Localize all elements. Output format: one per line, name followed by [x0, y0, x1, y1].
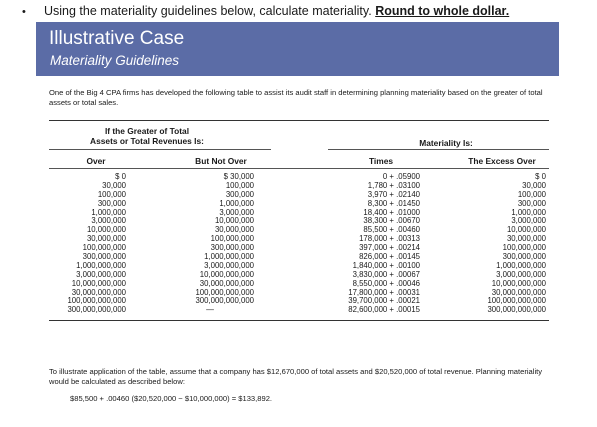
cell-excess-over: 300,000,000,000: [487, 305, 546, 315]
cell-but-not-over: 300,000,000,000: [195, 296, 254, 306]
cell-excess-over: 30,000,000: [506, 234, 546, 244]
illustrative-case-card: Illustrative Case Materiality Guidelines…: [36, 22, 559, 422]
cell-but-not-over: 30,000,000,000: [199, 278, 254, 288]
cell-times: 17,800,000 + .00031: [348, 287, 420, 297]
cell-but-not-over: 1,000,000,000: [204, 252, 254, 262]
col-header-but-not-over: But Not Over: [195, 156, 247, 166]
cell-times: 1,840,000 + .00100: [352, 260, 420, 270]
cell-excess-over: 30,000: [522, 180, 546, 190]
column-over: $ 0 30,000 100,000 300,000 1,000,000 3,0…: [44, 172, 126, 315]
cell-but-not-over: 300,000: [225, 189, 254, 199]
cell-but-not-over: 300,000,000: [210, 243, 254, 253]
closing-paragraph: To illustrate application of the table, …: [49, 367, 543, 386]
cell-excess-over: 1,000,000,000: [496, 260, 546, 270]
cell-but-not-over: $ 30,000: [223, 172, 254, 181]
col-header-over: Over: [86, 156, 106, 166]
cell-times: 38,300 + .00670: [363, 216, 420, 226]
cell-over: 10,000,000: [86, 225, 126, 235]
cell-but-not-over: 100,000: [225, 180, 254, 190]
instruction-text: Using the materiality guidelines below, …: [44, 4, 376, 18]
cell-over: 3,000,000: [91, 216, 126, 226]
cell-excess-over: 100,000,000,000: [487, 296, 546, 306]
table-bottom-rule: [49, 320, 549, 321]
group-header-left-line1: If the Greater of Total: [104, 126, 190, 136]
cell-excess-over: 300,000: [517, 198, 546, 208]
cell-over: 30,000: [102, 180, 126, 190]
cell-times: 0 + .05900: [382, 172, 420, 181]
intro-paragraph: One of the Big 4 CPA firms has developed…: [49, 88, 543, 107]
case-title: Illustrative Case: [49, 28, 185, 49]
cell-over: 30,000,000: [86, 234, 126, 244]
cell-excess-over: 300,000,000: [502, 252, 546, 262]
cell-over: $ 0: [115, 172, 126, 181]
cell-excess-over: $ 0: [535, 172, 546, 181]
cell-times: 85,500 + .00460: [363, 225, 420, 235]
column-but-not-over: $ 30,000 100,000 300,000 1,000,000 3,000…: [166, 172, 254, 315]
cell-but-not-over: 100,000,000: [210, 234, 254, 244]
cell-times: 826,000 + .00145: [359, 252, 420, 262]
cell-excess-over: 10,000,000,000: [491, 278, 546, 288]
cell-excess-over: 3,000,000,000: [496, 269, 546, 279]
col-header-excess-over: The Excess Over: [468, 156, 536, 166]
cell-times: 397,000 + .00214: [359, 243, 420, 253]
group-header-right: Materiality Is:: [419, 138, 473, 148]
cell-over: 100,000,000: [82, 243, 126, 253]
bullet-icon: •: [22, 6, 26, 18]
col-header-rule: [49, 168, 549, 169]
cell-but-not-over: 10,000,000,000: [199, 269, 254, 279]
cell-over: 3,000,000,000: [76, 269, 126, 279]
column-excess-over: $ 0 30,000 100,000 300,000 1,000,000 3,0…: [456, 172, 546, 315]
col-header-times: Times: [368, 156, 394, 166]
column-times: 0 + .05900 1,780 + .03100 3,970 + .02140…: [326, 172, 420, 315]
cell-over: 100,000: [97, 189, 126, 199]
cell-but-not-over: 1,000,000: [219, 198, 254, 208]
cell-over: 100,000,000,000: [67, 296, 126, 306]
cell-times: 178,000 + .00313: [359, 234, 420, 244]
cell-times: 1,780 + .03100: [367, 180, 420, 190]
instruction-line: • Using the materiality guidelines below,…: [22, 2, 582, 20]
cell-but-not-over: —: [206, 305, 214, 315]
cell-but-not-over: 30,000,000: [214, 225, 254, 235]
cell-excess-over: 100,000: [517, 189, 546, 199]
instruction-emphasis: Round to whole dollar.: [375, 4, 510, 18]
case-banner: Illustrative Case Materiality Guidelines: [36, 22, 559, 76]
cell-but-not-over: 100,000,000,000: [195, 287, 254, 297]
cell-times: 3,970 + .02140: [367, 189, 420, 199]
cell-times: 8,300 + .01450: [367, 198, 420, 208]
group-left-rule: [49, 149, 271, 150]
cell-excess-over: 10,000,000: [506, 225, 546, 235]
cell-over: 300,000,000: [82, 252, 126, 262]
example-calculation: $85,500 + .00460 ($20,520,000 − $10,000,…: [70, 394, 273, 403]
cell-excess-over: 30,000,000,000: [491, 287, 546, 297]
cell-over: 30,000,000,000: [71, 287, 126, 297]
cell-but-not-over: 3,000,000,000: [204, 260, 254, 270]
cell-excess-over: 100,000,000: [502, 243, 546, 253]
table-top-rule: [49, 120, 549, 121]
cell-times: 39,700,000 + .00021: [348, 296, 420, 306]
cell-over: 300,000,000,000: [67, 305, 126, 315]
cell-excess-over: 3,000,000: [511, 216, 546, 226]
cell-times: 8,550,000 + .00046: [352, 278, 420, 288]
group-header-left-line2: Assets or Total Revenues Is:: [90, 136, 204, 146]
cell-excess-over: 1,000,000: [511, 207, 546, 217]
cell-over: 10,000,000,000: [71, 278, 126, 288]
case-subtitle: Materiality Guidelines: [50, 53, 180, 68]
cell-over: 300,000: [97, 198, 126, 208]
group-right-rule: [328, 149, 549, 150]
cell-over: 1,000,000,000: [76, 260, 126, 270]
cell-over: 1,000,000: [91, 207, 126, 217]
cell-times: 3,830,000 + .00067: [352, 269, 420, 279]
cell-but-not-over: 3,000,000: [219, 207, 254, 217]
cell-times: 18,400 + .01000: [363, 207, 420, 217]
cell-but-not-over: 10,000,000: [214, 216, 254, 226]
cell-times: 82,600,000 + .00015: [348, 305, 420, 315]
